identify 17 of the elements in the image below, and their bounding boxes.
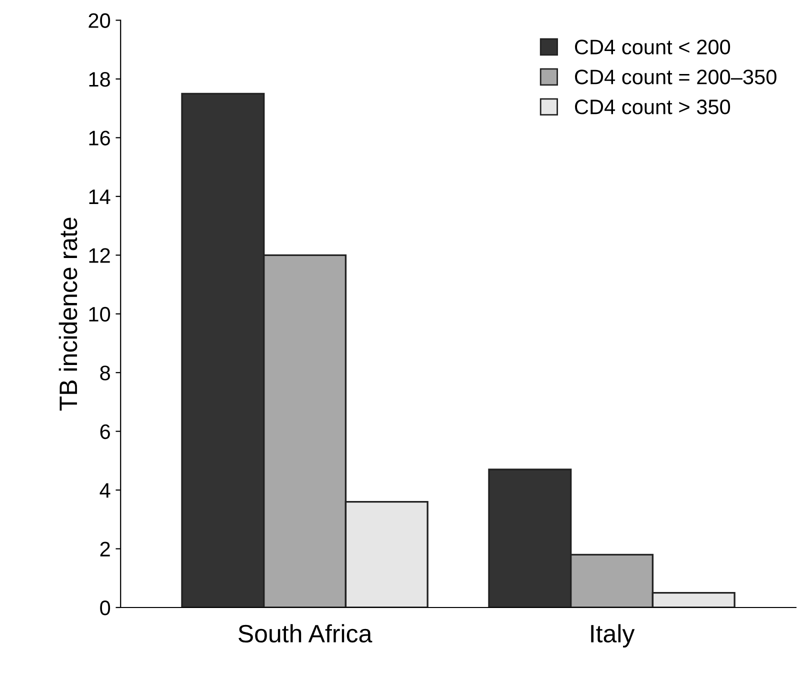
y-tick-label: 12	[89, 248, 110, 263]
y-tick-label: 0	[100, 600, 110, 616]
y-tick-label: 2	[100, 542, 110, 556]
y-axis-title: TB incidence rate	[58, 218, 78, 411]
y-tick-label: 8	[100, 366, 110, 380]
y-tick-label: 16	[89, 130, 110, 146]
x-tick-label: Italy	[591, 624, 635, 648]
legend-label: CD4 count > 350	[575, 100, 730, 114]
y-tick-label: 18	[89, 72, 110, 87]
y-tick-label: 14	[89, 190, 110, 204]
y-tick-label: 20	[88, 13, 110, 28]
legend-label: CD4 count < 200	[575, 40, 730, 54]
legend-label: CD4 count = 200–350	[575, 70, 776, 84]
x-tick-label: South Africa	[238, 624, 372, 643]
y-tick-label: 6	[100, 424, 110, 440]
y-tick-label: 10	[89, 306, 110, 322]
y-tick-label: 4	[100, 483, 110, 498]
